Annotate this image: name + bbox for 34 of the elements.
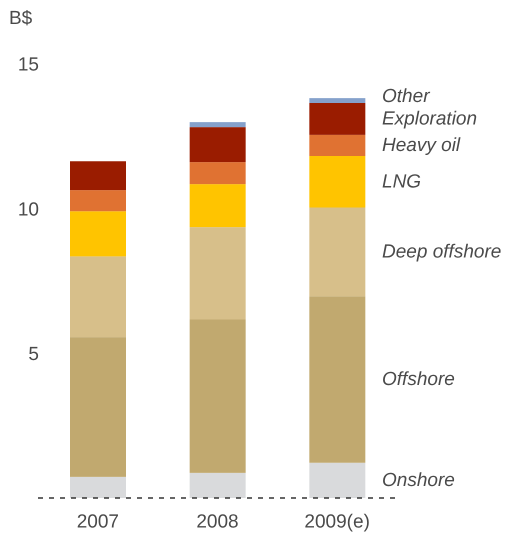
series-label: LNG: [382, 171, 422, 192]
series-label: Onshore: [382, 470, 455, 491]
series-label: Exploration: [382, 108, 478, 130]
bar: [309, 103, 366, 135]
bar: [70, 476, 126, 498]
bar: [190, 122, 246, 128]
x-tick-label: 2008: [196, 511, 239, 532]
bar: [309, 462, 366, 498]
bar: [70, 190, 126, 212]
bar: [309, 156, 366, 208]
series-label: Deep offshore: [382, 241, 502, 262]
bar: [309, 134, 366, 156]
y-axis-title: B$: [9, 8, 32, 30]
bar: [190, 162, 246, 184]
bar: [190, 127, 246, 162]
y-tick-label: 5: [28, 344, 39, 366]
bar: [190, 319, 246, 473]
bar: [70, 256, 126, 338]
bar: [309, 208, 366, 296]
bar: [309, 296, 366, 463]
y-tick-label: 15: [18, 54, 39, 76]
bar: [70, 211, 126, 256]
series-label: Offshore: [382, 369, 455, 390]
x-tick-label: 2009(e): [304, 511, 370, 532]
bar: [70, 337, 126, 477]
bar: [70, 161, 126, 190]
bar: [190, 184, 246, 228]
series-label: Heavy oil: [382, 134, 461, 156]
x-tick-label: 2007: [76, 511, 119, 532]
bar: [190, 227, 246, 320]
bar: [190, 472, 246, 498]
bar: [309, 98, 366, 104]
y-tick-label: 10: [18, 199, 39, 220]
series-label: Other: [382, 86, 430, 108]
